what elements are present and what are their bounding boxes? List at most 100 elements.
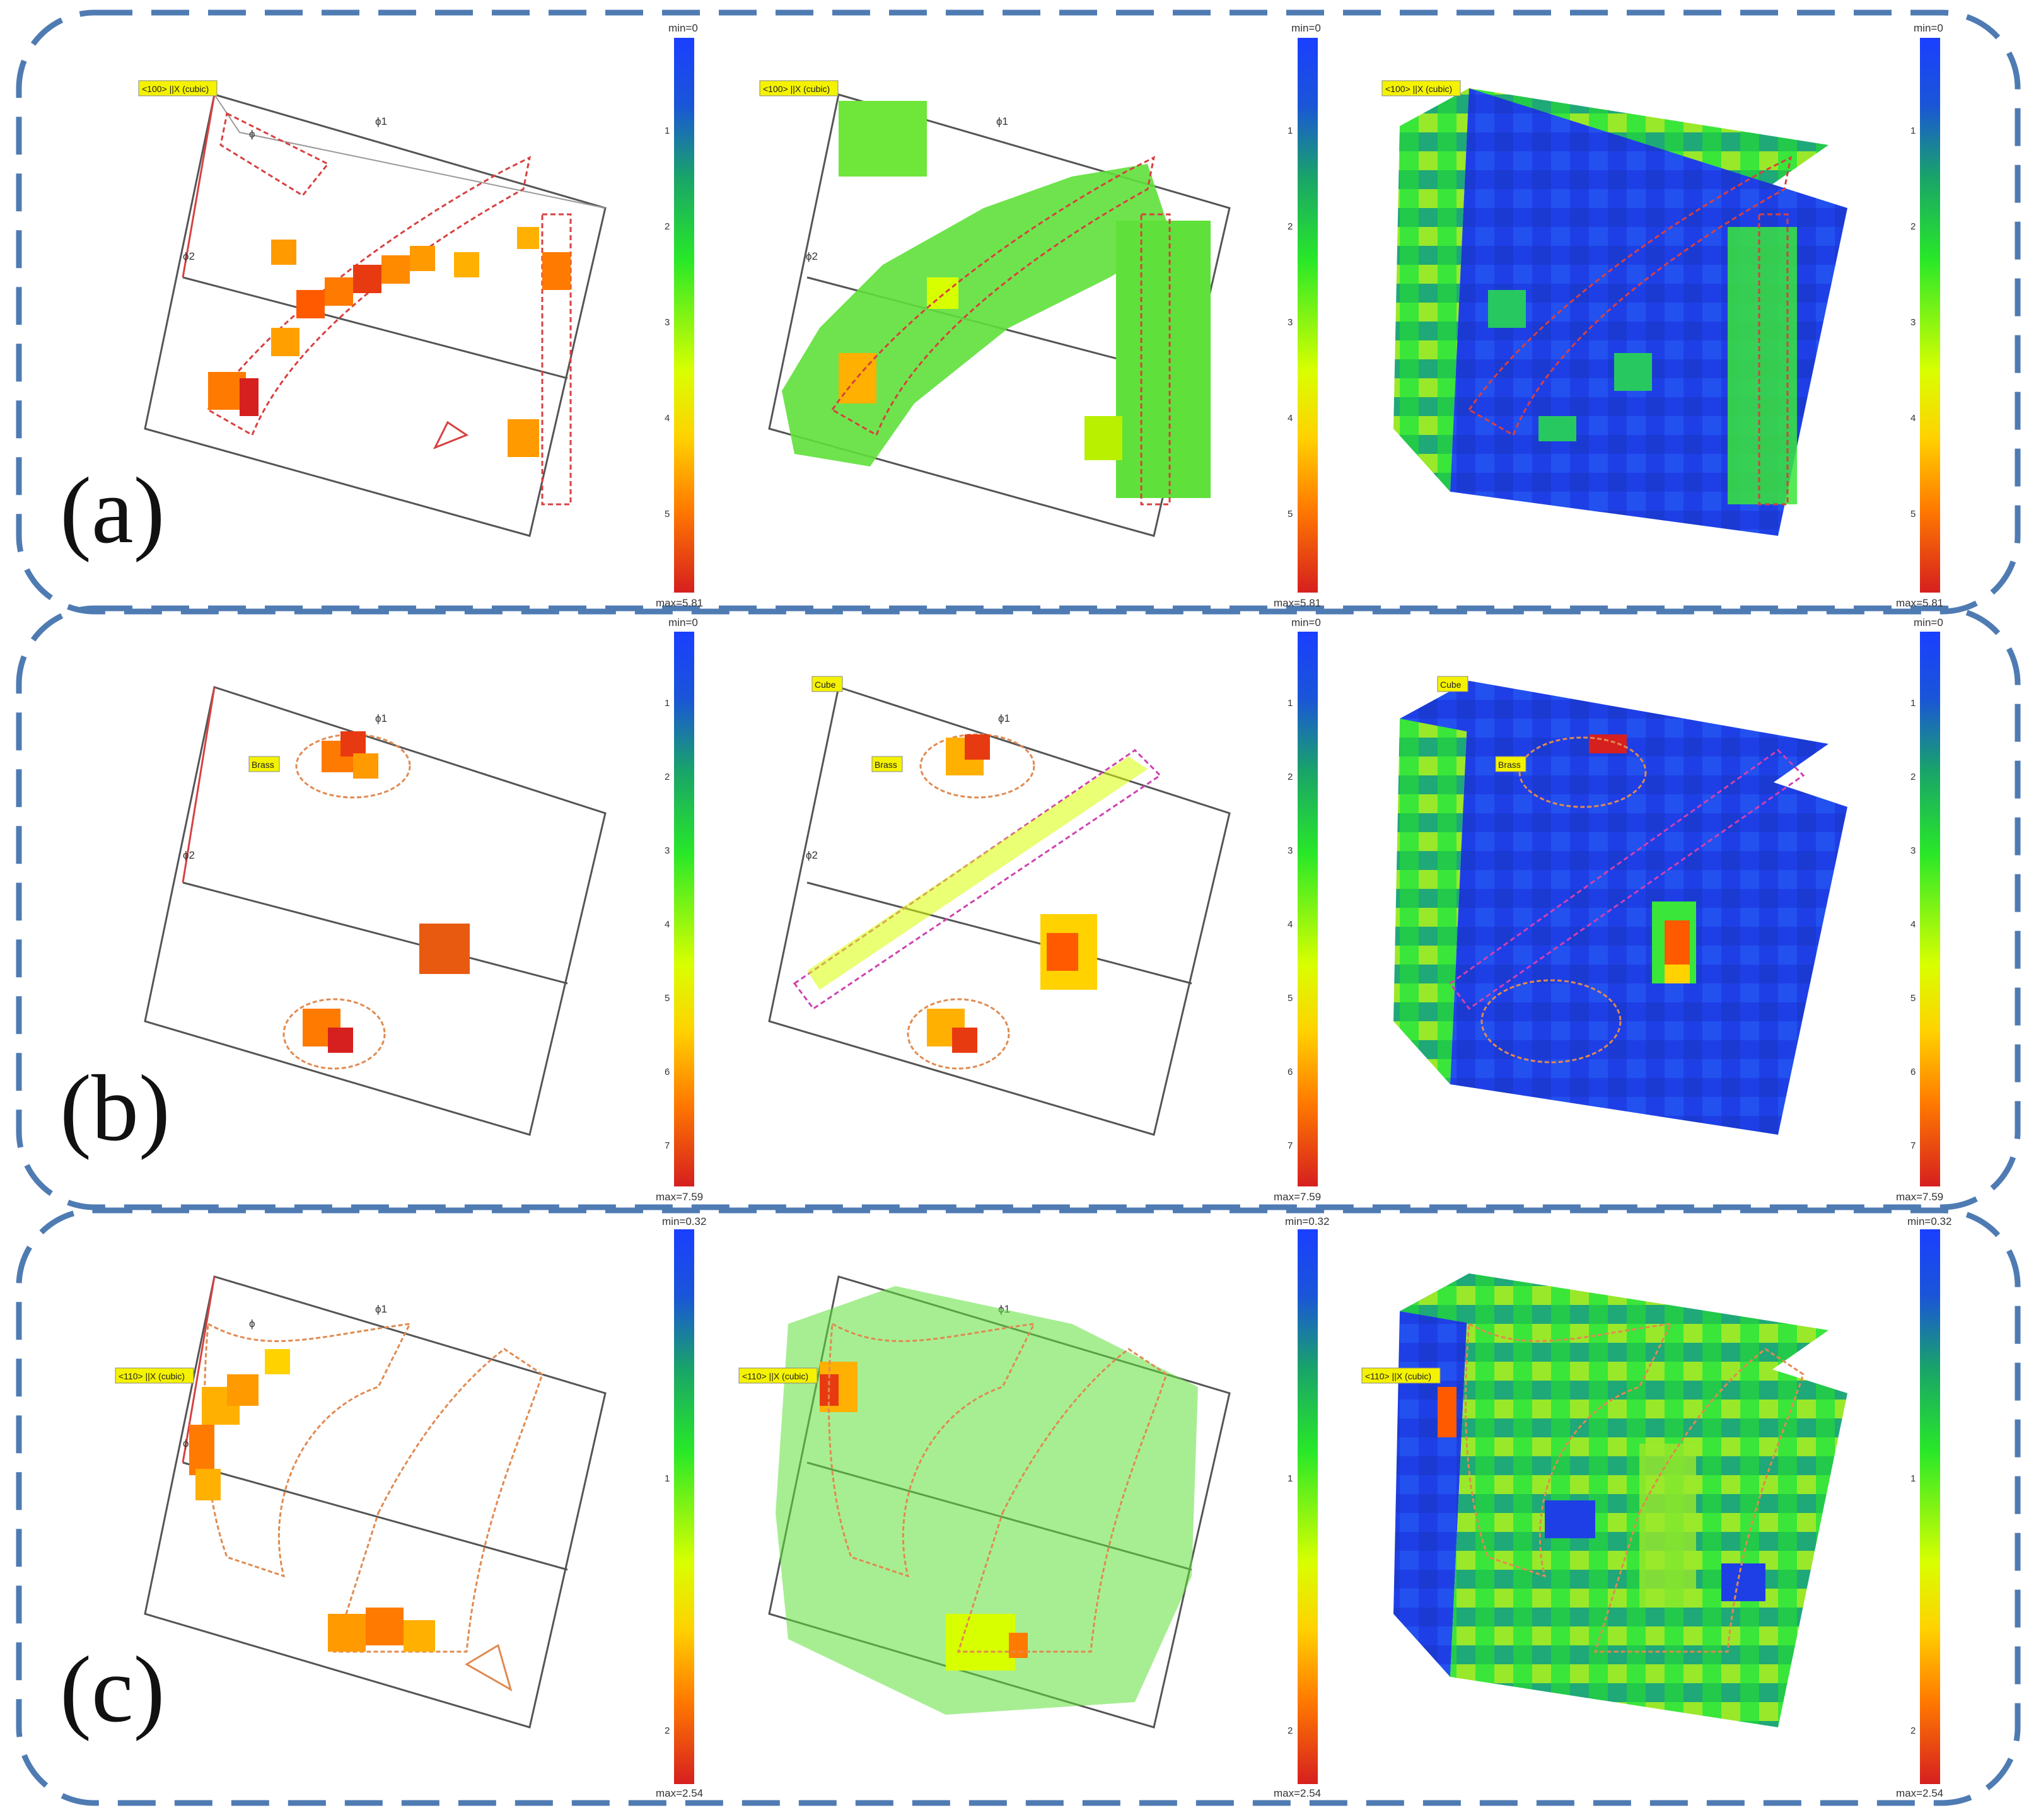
voxel-cloud-green	[782, 164, 1173, 467]
voxel	[410, 246, 435, 271]
voxel	[366, 1608, 404, 1645]
voxel	[340, 731, 366, 756]
axis-phi2-label: ϕ2	[806, 849, 818, 861]
axis-phi1-label: ϕ1	[375, 712, 387, 724]
colorbar-tick: 1	[665, 698, 670, 709]
axis-phi1-label: ϕ1	[375, 1303, 387, 1315]
voxel	[240, 378, 259, 416]
callout-box	[759, 80, 839, 96]
panel-b3-odf-cube-solid: Cube Brass	[1393, 676, 1847, 1135]
wireframe-fiber-diagonal	[206, 156, 532, 437]
voxel	[1538, 416, 1576, 441]
colorbar-tick: 4	[1288, 413, 1293, 424]
voxel	[454, 252, 479, 277]
colorbar-tick: 2	[1288, 221, 1293, 232]
colorbar-max: max=7.59	[1274, 1191, 1321, 1203]
cube-frame	[144, 93, 607, 537]
colorbar-gradient	[1920, 1229, 1940, 1784]
colorbar-tick: 6	[665, 1067, 670, 1077]
colorbar-tick: 1	[665, 125, 670, 136]
callout-orientation: <100> ||X (cubic)	[142, 84, 209, 94]
row-b-label: (b)	[60, 1056, 170, 1161]
colorbar-tick: 4	[665, 919, 670, 930]
callout-box	[138, 80, 218, 96]
voxel	[1665, 965, 1690, 983]
row-a-border	[16, 9, 2021, 615]
colorbar-tick: 2	[1910, 772, 1916, 782]
colorbar-tick: 3	[1910, 845, 1916, 856]
cube-mid-line	[806, 881, 1192, 985]
colorbar-tick: 2	[1288, 772, 1293, 782]
cube-mid-line	[182, 276, 568, 380]
colorbar-tick: 1	[1910, 1473, 1916, 1484]
wireframe-brass-bottom	[282, 998, 386, 1070]
wireframe-fiber-center	[332, 1348, 544, 1653]
colorbar-max: max=7.59	[1896, 1191, 1943, 1203]
colorbar-max: max=2.54	[1274, 1787, 1321, 1799]
colorbar-gradient	[1298, 38, 1318, 593]
callout-box	[738, 1367, 818, 1384]
voxel	[325, 277, 353, 306]
wireframe-fiber-center	[1593, 1348, 1805, 1653]
colorbar-tick: 3	[1288, 845, 1293, 856]
colorbar-min: min=0.32	[1907, 1215, 1951, 1227]
colorbar-tick: 6	[1288, 1067, 1293, 1077]
axis-phi1-label: ϕ1	[375, 115, 387, 127]
wireframe-brass-bottom	[907, 998, 1010, 1070]
voxel	[404, 1620, 435, 1652]
cube-frame	[768, 93, 1231, 537]
colorbar-tick: 3	[1910, 317, 1916, 328]
colorbar-a2: min=0 max=5.81 1 2 3 4 5	[1274, 22, 1321, 609]
wireframe-fiber-top	[219, 112, 330, 197]
wireframe-fiber-left	[827, 1322, 1036, 1578]
colorbar-min: min=0	[1914, 617, 1943, 629]
colorbar-gradient	[1298, 632, 1318, 1186]
voxel	[1009, 1633, 1028, 1658]
voxel	[328, 1614, 366, 1652]
cube-mid-line	[182, 881, 568, 985]
callout-box	[1361, 1367, 1441, 1384]
wireframe-fiber-right	[1758, 213, 1789, 506]
colorbar-tick: 5	[665, 993, 670, 1004]
row-b-border	[16, 605, 2021, 1210]
voxel	[1488, 290, 1526, 328]
colorbar-max: max=5.81	[656, 597, 703, 609]
voxel-cluster	[1728, 227, 1797, 504]
voxel	[1047, 933, 1078, 971]
voxel	[195, 1469, 221, 1500]
callout-box	[1495, 756, 1526, 772]
callout-box	[1381, 80, 1461, 96]
callout-box	[871, 756, 903, 772]
voxel	[517, 227, 539, 249]
wireframe-fragment	[433, 420, 469, 449]
colorbar-tick: 4	[1910, 413, 1916, 424]
row-b: (b) ϕ1 ϕ2 Brass min=0 max=7.59 1 2	[60, 617, 1943, 1203]
voxel-cluster	[839, 101, 927, 177]
axis-phi2-label: ϕ2	[183, 849, 195, 861]
panel-c1-odf-cube: ϕ1 ϕ ϕ2 <110> ||X (cubic)	[115, 1275, 607, 1729]
colorbar-tick: 1	[1288, 125, 1293, 136]
voxel	[265, 1349, 290, 1374]
colorbar-gradient	[1298, 1229, 1318, 1784]
cube-frame-back	[214, 94, 606, 209]
cube-mid-line	[182, 1461, 568, 1571]
wireframe-fiber-left	[1464, 1322, 1673, 1578]
colorbar-tick: 5	[1288, 509, 1293, 519]
colorbar-tick: 5	[1288, 993, 1293, 1004]
axis-phi2-line	[182, 94, 216, 278]
row-a: (a) ϕ1 ϕ ϕ2	[60, 22, 1943, 609]
axis-phi1-label: ϕ1	[998, 712, 1010, 724]
colorbar-c2: min=0.32 max=2.54 1 2	[1274, 1215, 1329, 1799]
colorbar-b3: min=0 max=7.59 1 2 3 4 5 6 7	[1896, 617, 1943, 1203]
colorbar-gradient	[674, 1229, 694, 1784]
cube-frame	[144, 686, 607, 1136]
voxel	[328, 1028, 353, 1053]
callout-cube: Cube	[815, 680, 836, 690]
voxel	[296, 290, 325, 318]
colorbar-a3: min=0 max=5.81 1 2 3 4 5	[1896, 22, 1943, 609]
voxel	[1614, 353, 1652, 391]
voxel-band	[807, 756, 1148, 990]
voxel	[227, 1374, 259, 1406]
colorbar-max: max=7.59	[656, 1191, 703, 1203]
voxel	[189, 1425, 214, 1475]
